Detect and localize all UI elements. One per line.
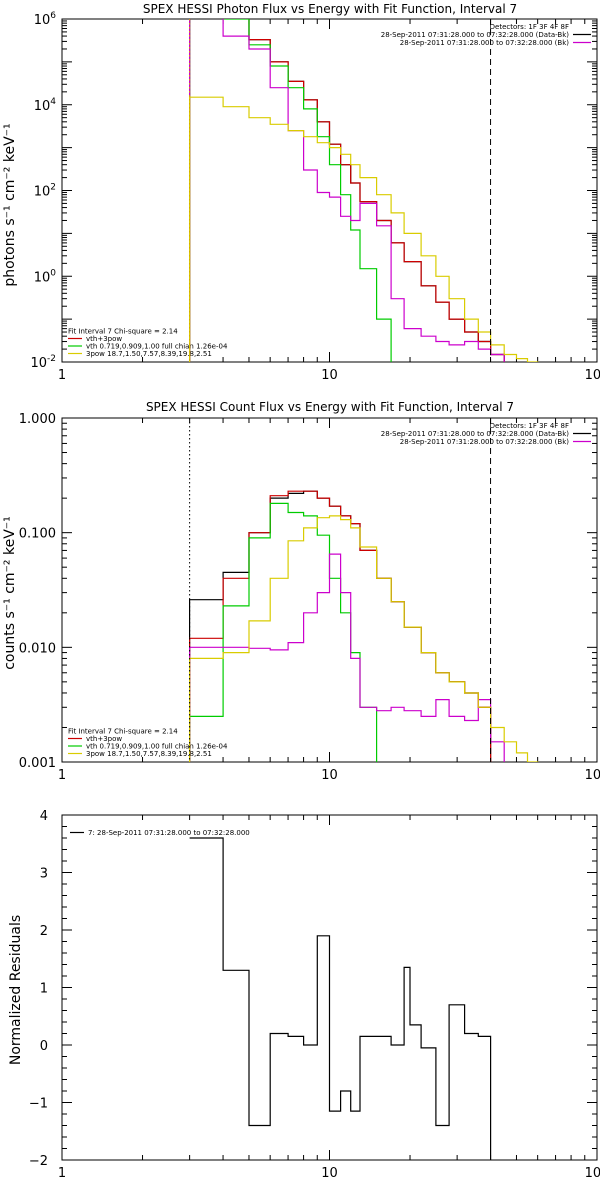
series-group (189, 490, 539, 762)
x-tick-label: 10 (321, 1166, 338, 1181)
legend-entry: vth 0.719,0.909,1.00 full chian 1.26e-04 (86, 343, 228, 351)
photon-flux-panel: SPEX HESSI Photon Flux vs Energy with Fi… (2, 2, 600, 383)
y-tick-label: 1.000 (19, 412, 56, 427)
count-flux-panel: SPEX HESSI Count Flux vs Energy with Fit… (2, 400, 600, 783)
series-group (189, 837, 492, 1160)
legend-entry: vth 0.719,0.909,1.00 full chian 1.26e-04 (86, 743, 228, 751)
legend-entry: 28-Sep-2011 07:31:28.000 to 07:32:28.000… (400, 438, 570, 446)
y-axis-ticks: 10-2 100 102 104 106 (30, 11, 597, 371)
count-flux-title: SPEX HESSI Count Flux vs Energy with Fit… (146, 400, 514, 414)
series-line (189, 515, 539, 762)
series-line (189, 19, 505, 362)
series-line (189, 96, 539, 362)
x-axis-ticks: 1 10 100 (58, 815, 600, 1181)
x-tick-label: 100 (585, 1166, 600, 1181)
series-line (189, 490, 492, 762)
legend-entry: 28-Sep-2011 07:31:28.000 to 07:32:28.000… (400, 39, 570, 47)
series-line (189, 502, 378, 762)
y-axis-ticks: −2 −1 0 1 2 3 4 (29, 809, 597, 1169)
legend-entry: Fit Interval 7 Chi-square = 2.14 (68, 328, 178, 336)
y-tick-label: 0.001 (19, 756, 56, 771)
legend-entry: 3pow 18.7,1.50,7.57,8.39,19.8,2.51 (86, 350, 212, 358)
residuals-legend: 7: 28-Sep-2011 07:31:28.000 to 07:32:28.… (70, 829, 250, 837)
series-line (189, 837, 492, 1160)
plot-frame (61, 18, 598, 363)
x-tick-label: 100 (585, 368, 600, 383)
y-tick-label: 1 (40, 982, 48, 997)
x-tick-label: 10 (321, 368, 338, 383)
series-line (189, 19, 505, 362)
y-tick-label: 10-2 (30, 354, 56, 371)
legend-entry: 28-Sep-2011 07:31:28.000 to 07:32:28.000… (381, 31, 570, 39)
residuals-panel: 7: 28-Sep-2011 07:31:28.000 to 07:32:28.… (8, 809, 600, 1181)
y-tick-label: 104 (34, 97, 57, 114)
y-tick-label: 100 (34, 268, 57, 285)
series-line (189, 19, 505, 362)
legend-entry: Detectors: 1F 3F 4F 8F (490, 23, 569, 31)
legend-entry: 7: 28-Sep-2011 07:31:28.000 to 07:32:28.… (88, 829, 250, 837)
y-tick-label: 0.010 (19, 641, 56, 656)
y-tick-label: −1 (29, 1097, 48, 1112)
x-tick-label: 1 (58, 368, 66, 383)
count-flux-ylabel: counts s⁻¹ cm⁻² keV⁻¹ (2, 516, 18, 670)
legend-entry: 3pow 18.7,1.50,7.57,8.39,19.8,2.51 (86, 750, 212, 758)
legend-entry: vth+3pow (86, 335, 122, 343)
series-line (189, 490, 492, 762)
y-tick-label: 0 (40, 1039, 48, 1054)
y-tick-label: 102 (34, 183, 56, 200)
legend-entry: Detectors: 1F 3F 4F 8F (490, 422, 569, 430)
y-tick-label: 3 (40, 867, 48, 882)
x-tick-label: 1 (58, 768, 66, 783)
photon-flux-ylabel: photons s⁻¹ cm⁻² keV⁻¹ (2, 123, 18, 286)
y-tick-label: 4 (40, 809, 48, 824)
x-tick-label: 1 (58, 1166, 66, 1181)
x-tick-label: 100 (585, 768, 600, 783)
y-tick-label: −2 (29, 1154, 48, 1169)
legend-entry: 28-Sep-2011 07:31:28.000 to 07:32:28.000… (381, 430, 570, 438)
photon-flux-title: SPEX HESSI Photon Flux vs Energy with Fi… (143, 2, 517, 16)
series-line (189, 553, 505, 762)
x-tick-label: 10 (321, 768, 338, 783)
series-group (189, 19, 539, 362)
photon-flux-legend-fit: Fit Interval 7 Chi-square = 2.14vth+3pow… (68, 328, 228, 358)
x-axis-ticks: 1 10 100 (58, 418, 600, 783)
series-line (189, 19, 392, 362)
count-flux-legend-fit: Fit Interval 7 Chi-square = 2.14vth+3pow… (68, 728, 228, 758)
y-tick-label: 106 (34, 11, 57, 28)
residuals-ylabel: Normalized Residuals (8, 915, 24, 1065)
legend-entry: vth+3pow (86, 735, 122, 743)
legend-entry: Fit Interval 7 Chi-square = 2.14 (68, 728, 178, 736)
y-tick-label: 2 (40, 924, 48, 939)
y-tick-label: 0.100 (19, 527, 56, 542)
y-axis-ticks: 0.001 0.010 0.100 1.000 (19, 412, 597, 771)
